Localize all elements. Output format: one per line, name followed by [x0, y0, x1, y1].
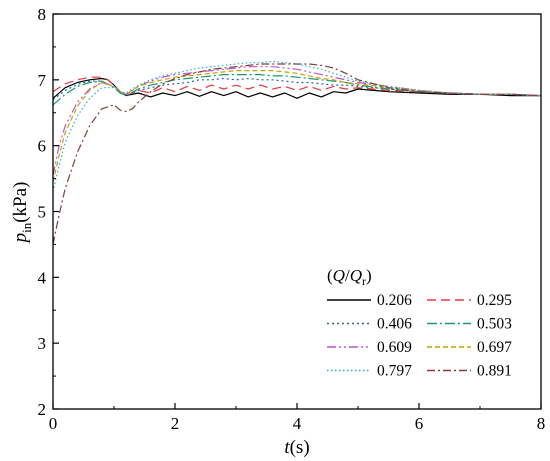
legend-title: (Q/Qr)	[327, 266, 372, 288]
legend-label-0.406: 0.406	[377, 316, 412, 333]
series-layer	[52, 60, 542, 245]
legend-entries: 0.206 0.295 0.406 0.503 0.609 0.697 0.797 0.891	[327, 292, 512, 380]
y-tick-label: 7	[38, 71, 47, 90]
y-tick-label: 6	[38, 137, 47, 156]
legend-label-0.503: 0.503	[477, 316, 512, 333]
x-tick-label: 0	[49, 414, 58, 433]
legend-label-0.891: 0.891	[477, 363, 512, 380]
x-tick-label: 8	[537, 414, 546, 433]
series-line-0.697	[52, 69, 542, 183]
series-line-0.295	[52, 76, 542, 97]
y-tick-label: 8	[38, 5, 47, 24]
x-tick-label: 4	[293, 414, 302, 433]
series-line-0.206	[52, 77, 541, 99]
y-axis-label: pin(kPa)	[10, 182, 34, 245]
legend-label-0.697: 0.697	[477, 339, 512, 356]
y-tick-label: 3	[38, 334, 47, 353]
y-tick-label: 5	[38, 203, 47, 222]
legend-label-0.609: 0.609	[377, 339, 412, 356]
legend-label-0.206: 0.206	[377, 292, 412, 309]
series-line-0.503	[52, 73, 542, 106]
series-line-0.891	[52, 63, 542, 245]
y-tick-label: 4	[38, 268, 47, 287]
legend-label-0.797: 0.797	[377, 363, 412, 380]
x-tick-label: 2	[171, 414, 180, 433]
series-line-0.797	[52, 60, 542, 192]
legend-label-0.295: 0.295	[477, 292, 512, 309]
x-tick-label: 6	[415, 414, 424, 433]
legend: (Q/Qr) 0.206 0.295 0.406 0.503 0.609 0.697 0.7…	[327, 266, 512, 380]
x-axis-label: t(s)	[284, 437, 309, 458]
series-line-0.406	[52, 77, 542, 101]
y-tick-label: 2	[38, 400, 47, 419]
